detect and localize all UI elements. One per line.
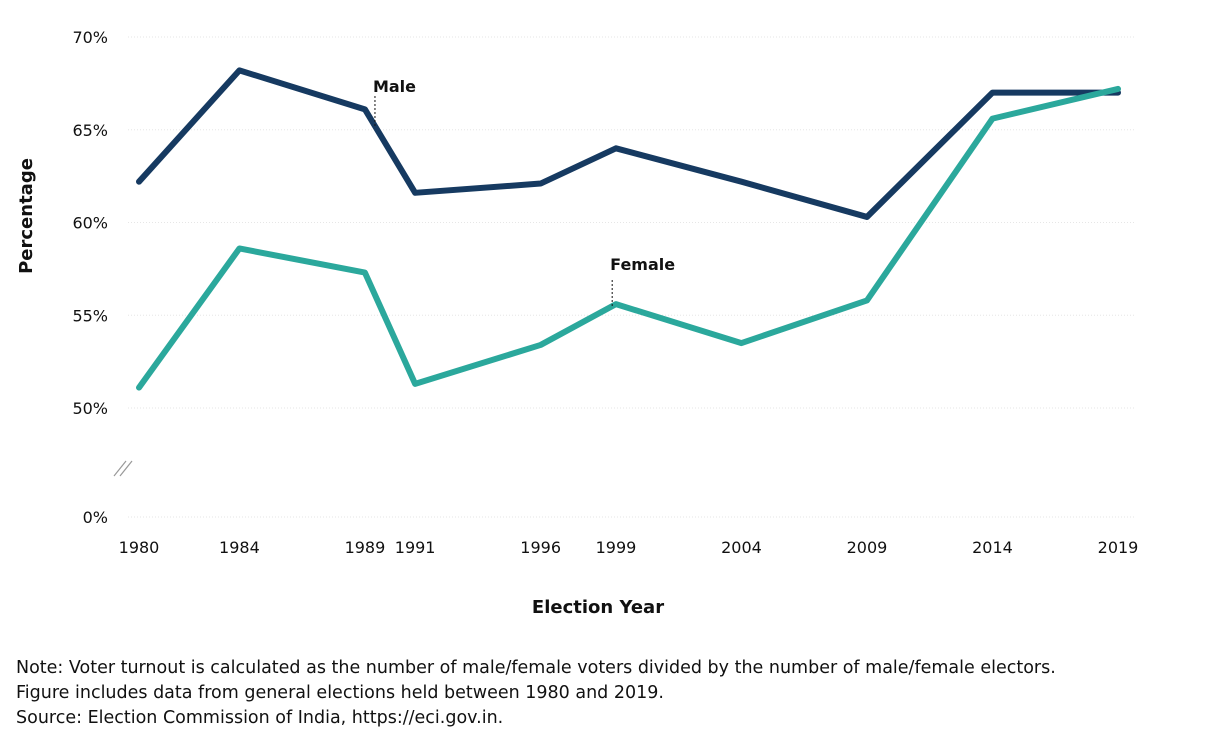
y-tick-label: 65% <box>72 121 108 140</box>
axis-break-mark <box>113 460 133 477</box>
male-series-label: Male <box>373 77 416 96</box>
series-line-female <box>136 85 1121 391</box>
series-line-male <box>136 67 1121 220</box>
x-tick-label: 1980 <box>119 538 160 557</box>
x-tick-label: 1996 <box>520 538 561 557</box>
x-tick-label: 2004 <box>721 538 762 557</box>
female-series-label: Female <box>610 255 675 274</box>
y-axis-ticks: 0% 50% 55% 60% 65% 70% <box>72 28 108 527</box>
y-tick-label: 70% <box>72 28 108 47</box>
x-tick-label: 1984 <box>219 538 260 557</box>
x-axis-ticks: 1980 1984 1989 1991 1996 1999 2004 2009 2014 2019 <box>119 538 1139 557</box>
x-tick-label: 1991 <box>395 538 436 557</box>
line-chart: 0%50%55%60%65%70% 1980 1984 1989 1991 1996 19… <box>16 28 1139 618</box>
series-labels: Male Female <box>373 77 675 307</box>
y-tick-label: 60% <box>72 214 108 233</box>
gridlines <box>128 36 1135 518</box>
x-tick-label: 2019 <box>1098 538 1139 557</box>
y-axis-title: Percentage <box>16 158 37 274</box>
figure-scope-text: Figure includes data from general electi… <box>16 683 664 703</box>
x-tick-label: 2009 <box>847 538 888 557</box>
y-tick-label: 0% <box>83 508 108 527</box>
note-text: Note: Voter turnout is calculated as the… <box>16 658 1056 678</box>
x-tick-label: 1989 <box>345 538 386 557</box>
y-tick-label: 55% <box>72 306 108 325</box>
x-axis-title: Election Year <box>532 597 664 618</box>
x-tick-label: 2014 <box>972 538 1013 557</box>
y-tick-label: 50% <box>72 399 108 418</box>
source-text: Source: Election Commission of India, ht… <box>16 708 504 728</box>
figure-notes: Note: Voter turnout is calculated as the… <box>16 656 1206 731</box>
series-lines <box>136 67 1121 391</box>
x-tick-label: 1999 <box>596 538 637 557</box>
